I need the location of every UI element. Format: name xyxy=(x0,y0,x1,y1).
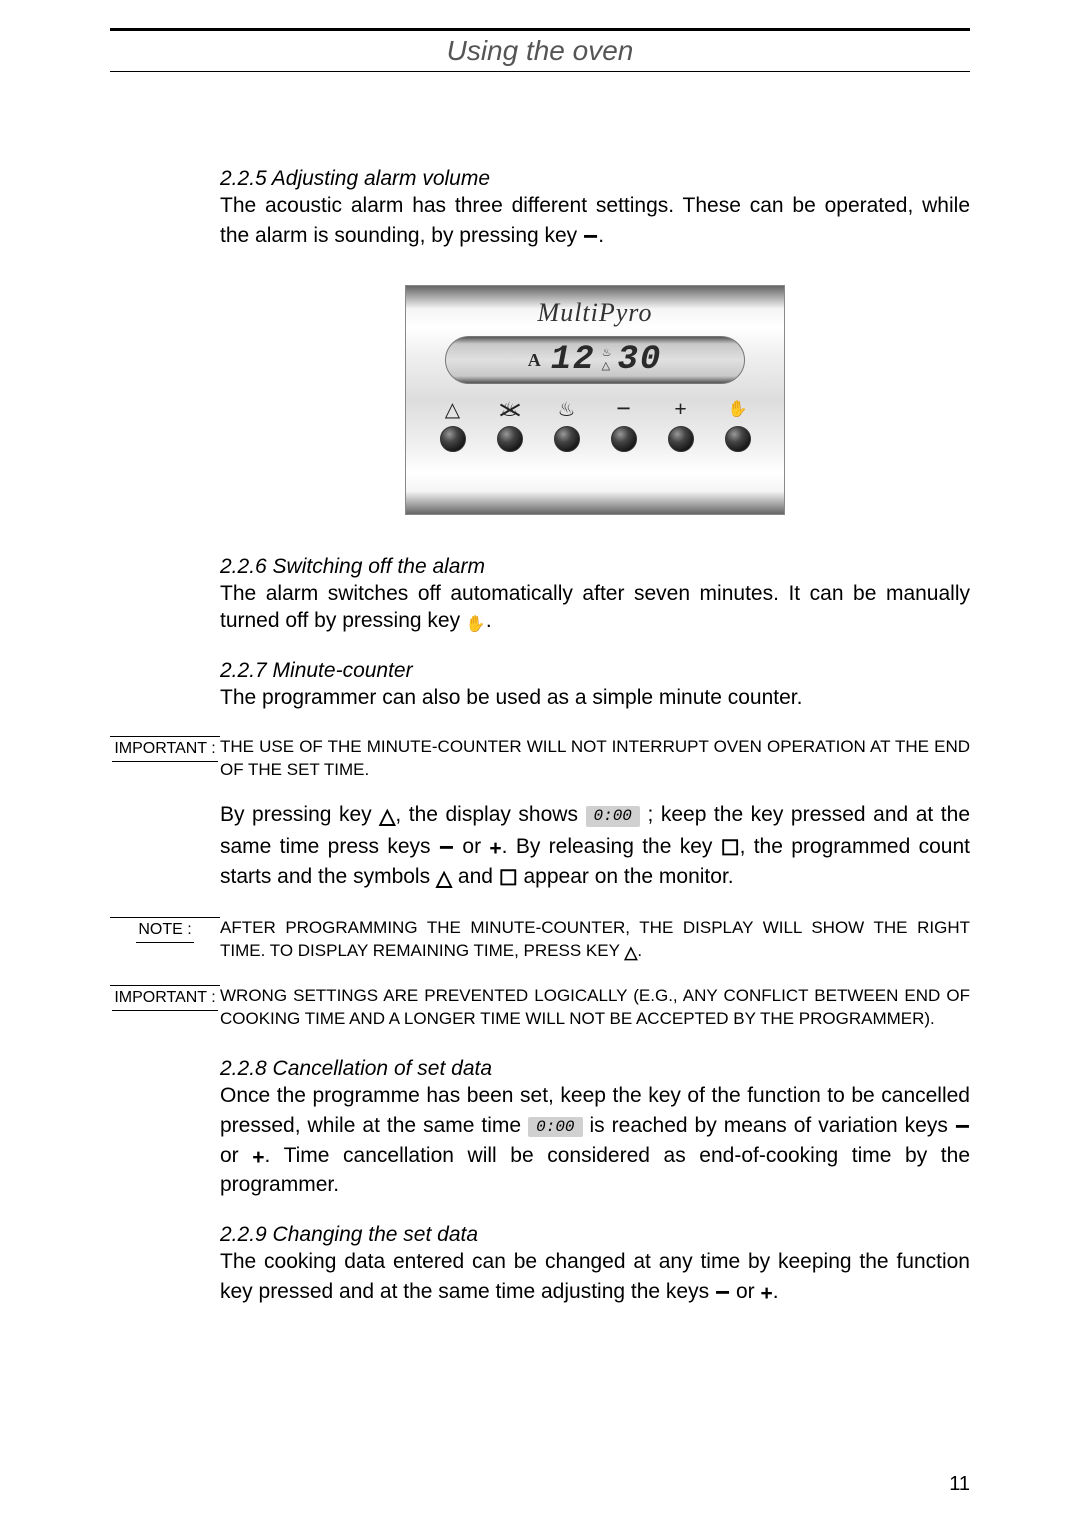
important-2-label: IMPORTANT : xyxy=(112,989,217,1011)
text-229: The cooking data entered can be changed … xyxy=(220,1249,970,1309)
t227b-e: . By releasing the key xyxy=(502,835,721,858)
page-header-title: Using the oven xyxy=(110,33,970,71)
main-content: 2.2.5 Adjusting alarm volume The acousti… xyxy=(220,167,970,1309)
text-226-b: . xyxy=(486,609,492,632)
bell-icon-inline: △ xyxy=(379,804,395,831)
t227b-g: and xyxy=(452,865,499,888)
control-panel-figure: MultiPyro A 12 ♨ △ 30 △ ♨ xyxy=(220,285,970,515)
knob-bell xyxy=(440,426,466,452)
minus-icon-2: − xyxy=(439,831,454,864)
minus-icon-4: − xyxy=(715,1276,730,1309)
panel-btn-plus: + xyxy=(668,398,694,452)
knob-plus xyxy=(668,426,694,452)
bell-small-icon: △ xyxy=(602,361,612,372)
heat-small-icon: ♨ xyxy=(602,348,612,359)
t228-b: is reached by means of variation keys xyxy=(583,1114,955,1137)
hand-icon: ✋ xyxy=(466,615,486,635)
t227b-h: appear on the monitor. xyxy=(518,865,734,888)
callout-note-1: NOTE : AFTER PROGRAMMING THE MINUTE-COUN… xyxy=(110,917,970,965)
panel-btn-minus: − xyxy=(611,398,637,452)
t227b-a: By pressing key xyxy=(220,803,379,826)
text-227b: By pressing key △, the display shows 0:0… xyxy=(220,802,970,893)
text-226-a: The alarm switches off automatically aft… xyxy=(220,582,970,632)
bell-icon: △ xyxy=(445,398,460,420)
panel-button-row: △ ♨ ♨ − + xyxy=(406,398,784,452)
bell-icon-inline-2: △ xyxy=(436,866,452,893)
control-panel: MultiPyro A 12 ♨ △ 30 △ ♨ xyxy=(405,285,785,515)
heat-off-icon: ♨ xyxy=(501,398,519,420)
text-227: The programmer can also be used as a sim… xyxy=(220,685,970,712)
knob-heat xyxy=(554,426,580,452)
panel-btn-hand: ✋ xyxy=(725,398,751,452)
header-rule-top xyxy=(110,28,970,31)
minus-icon-3: − xyxy=(955,1110,970,1143)
plus-icon-3: + xyxy=(252,1145,264,1172)
panel-btn-bell: △ xyxy=(440,398,466,452)
t227b-d: or xyxy=(454,835,489,858)
time-display-icon-2: 0:00 xyxy=(528,1117,582,1137)
callout-important-2: IMPORTANT : WRONG SETTINGS ARE PREVENTED… xyxy=(110,985,970,1031)
knob-hand xyxy=(725,426,751,452)
t228-d: . Time cancellation will be considered a… xyxy=(220,1144,970,1196)
text-226: The alarm switches off automatically aft… xyxy=(220,581,970,635)
heading-227: 2.2.7 Minute-counter xyxy=(220,659,970,683)
important-1-text: THE USE OF THE MINUTE-COUNTER WILL NOT I… xyxy=(220,736,970,782)
text-225-b: . xyxy=(598,224,604,247)
header-rule-bottom xyxy=(110,71,970,72)
square-icon: ☐ xyxy=(721,836,740,863)
plus-icon-2: + xyxy=(489,836,501,863)
panel-brand: MultiPyro xyxy=(406,298,784,328)
heading-229: 2.2.9 Changing the set data xyxy=(220,1223,970,1247)
square-icon-2: ☐ xyxy=(499,866,518,893)
knob-minus xyxy=(611,426,637,452)
heat-icon: ♨ xyxy=(558,398,576,420)
important-1-label: IMPORTANT : xyxy=(112,740,217,762)
panel-btn-heat: ♨ xyxy=(554,398,580,452)
hand-btn-icon: ✋ xyxy=(728,398,748,420)
panel-lcd: A 12 ♨ △ 30 xyxy=(445,336,745,384)
panel-btn-heatoff: ♨ xyxy=(497,398,523,452)
note1-a: AFTER PROGRAMMING THE MINUTE-COUNTER, TH… xyxy=(220,918,970,960)
lcd-right: 30 xyxy=(617,341,662,379)
note1-b: . xyxy=(637,941,642,960)
t228-c: or xyxy=(220,1144,252,1167)
time-display-icon: 0:00 xyxy=(586,806,640,826)
note-1-label: NOTE : xyxy=(136,921,193,943)
important-2-text: WRONG SETTINGS ARE PREVENTED LOGICALLY (… xyxy=(220,985,970,1031)
callout-label-important-1: IMPORTANT : xyxy=(110,736,220,782)
callout-label-note-1: NOTE : xyxy=(110,917,220,965)
heading-225: 2.2.5 Adjusting alarm volume xyxy=(220,167,970,191)
heading-228: 2.2.8 Cancellation of set data xyxy=(220,1057,970,1081)
text-225: The acoustic alarm has three different s… xyxy=(220,193,970,253)
lcd-left: 12 xyxy=(551,341,596,379)
plus-icon-4: + xyxy=(760,1281,772,1308)
callout-important-1: IMPORTANT : THE USE OF THE MINUTE-COUNTE… xyxy=(110,736,970,782)
page-number: 11 xyxy=(949,1473,970,1496)
t229-a: The cooking data entered can be changed … xyxy=(220,1250,970,1303)
t229-c: . xyxy=(773,1280,779,1303)
callout-label-important-2: IMPORTANT : xyxy=(110,985,220,1031)
knob-heatoff xyxy=(497,426,523,452)
text-228: Once the programme has been set, keep th… xyxy=(220,1083,970,1199)
minus-btn-icon: − xyxy=(616,398,631,420)
t229-b: or xyxy=(730,1280,760,1303)
minus-icon: − xyxy=(583,220,598,253)
bell-icon-note: △ xyxy=(624,942,637,965)
lcd-prefix: A xyxy=(528,350,541,371)
plus-btn-icon: + xyxy=(674,398,687,420)
note-1-text: AFTER PROGRAMMING THE MINUTE-COUNTER, TH… xyxy=(220,917,970,965)
t227b-b: , the display shows xyxy=(395,803,585,826)
heading-226: 2.2.6 Switching off the alarm xyxy=(220,555,970,579)
lcd-mid-icons: ♨ △ xyxy=(602,348,612,372)
